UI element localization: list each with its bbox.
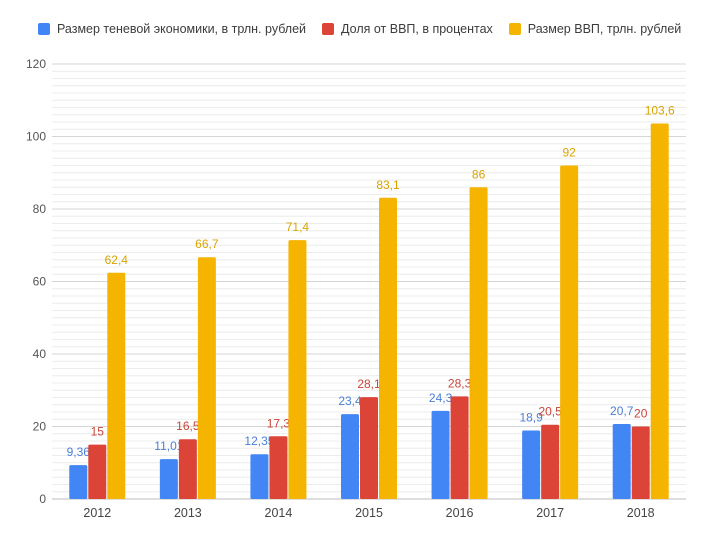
bar[interactable]: [650, 123, 669, 499]
data-label: 20,7: [610, 404, 634, 418]
data-label: 71,4: [286, 220, 310, 234]
data-label: 92: [562, 146, 576, 160]
bar[interactable]: [541, 424, 560, 499]
data-label: 11,01: [154, 439, 183, 453]
data-label: 18,9: [519, 410, 543, 424]
data-label: 20,5: [538, 405, 562, 419]
bar[interactable]: [560, 165, 579, 500]
data-label: 66,7: [195, 237, 219, 251]
y-tick-label: 0: [39, 492, 46, 506]
bar[interactable]: [522, 430, 541, 499]
legend-item-shadow-economy[interactable]: Размер теневой экономики, в трлн. рублей: [38, 22, 306, 36]
x-tick-label: 2014: [265, 506, 293, 520]
bar[interactable]: [379, 197, 397, 499]
y-tick-label: 60: [33, 275, 47, 289]
data-label: 28,1: [357, 377, 381, 391]
bar[interactable]: [360, 397, 378, 499]
y-tick-label: 120: [26, 57, 46, 71]
x-tick-label: 2015: [355, 506, 383, 520]
bar[interactable]: [631, 426, 650, 500]
y-tick-label: 80: [33, 202, 47, 216]
bar[interactable]: [341, 414, 359, 499]
bar[interactable]: [88, 444, 107, 499]
bar[interactable]: [450, 396, 469, 499]
legend-swatch-gdp-size: [508, 23, 521, 35]
data-label: 28,3: [448, 376, 472, 390]
x-tick-label: 2018: [627, 506, 655, 520]
data-label: 23,4: [338, 394, 362, 408]
legend-label-shadow-economy: Размер теневой экономики, в трлн. рублей: [57, 22, 307, 36]
bar[interactable]: [269, 436, 288, 499]
bar[interactable]: [431, 410, 450, 499]
bar[interactable]: [612, 423, 631, 499]
data-label: 9,36: [67, 445, 91, 459]
legend-swatch-shadow-economy: [38, 23, 50, 35]
legend-swatch-gdp-share: [322, 23, 335, 35]
bar[interactable]: [69, 465, 88, 499]
legend-item-gdp-share[interactable]: Доля от ВВП, в процентах: [322, 22, 493, 36]
bar[interactable]: [469, 187, 488, 499]
data-label: 16,5: [176, 419, 200, 433]
data-label: 20: [634, 407, 648, 421]
legend: Размер теневой экономики, в трлн. рублей…: [38, 22, 681, 36]
x-tick-label: 2013: [174, 506, 202, 520]
data-label: 83,1: [376, 178, 400, 192]
data-label: 86: [472, 167, 486, 181]
legend-label-gdp-size: Размер ВВП, трлн. рублей: [527, 22, 682, 36]
legend-item-gdp-size[interactable]: Размер ВВП, трлн. рублей: [508, 22, 682, 36]
data-label: 62,4: [105, 253, 129, 267]
data-label: 24,3: [429, 391, 453, 405]
y-tick-label: 20: [33, 420, 47, 434]
x-tick-label: 2012: [83, 506, 111, 520]
y-tick-label: 40: [33, 347, 47, 361]
bar[interactable]: [197, 257, 216, 499]
bar[interactable]: [288, 240, 307, 500]
bar[interactable]: [107, 272, 126, 499]
bar[interactable]: [178, 439, 197, 499]
bar[interactable]: [250, 454, 269, 499]
legend-label-gdp-share: Доля от ВВП, в процентах: [341, 22, 493, 36]
data-label: 17,3: [267, 416, 291, 430]
data-label: 15: [91, 425, 105, 439]
x-tick-label: 2016: [446, 506, 474, 520]
y-tick-label: 100: [26, 130, 46, 144]
data-label: 103,6: [645, 103, 675, 117]
bar[interactable]: [159, 459, 178, 499]
data-label: 12,35: [244, 434, 274, 448]
x-tick-label: 2017: [536, 506, 564, 520]
